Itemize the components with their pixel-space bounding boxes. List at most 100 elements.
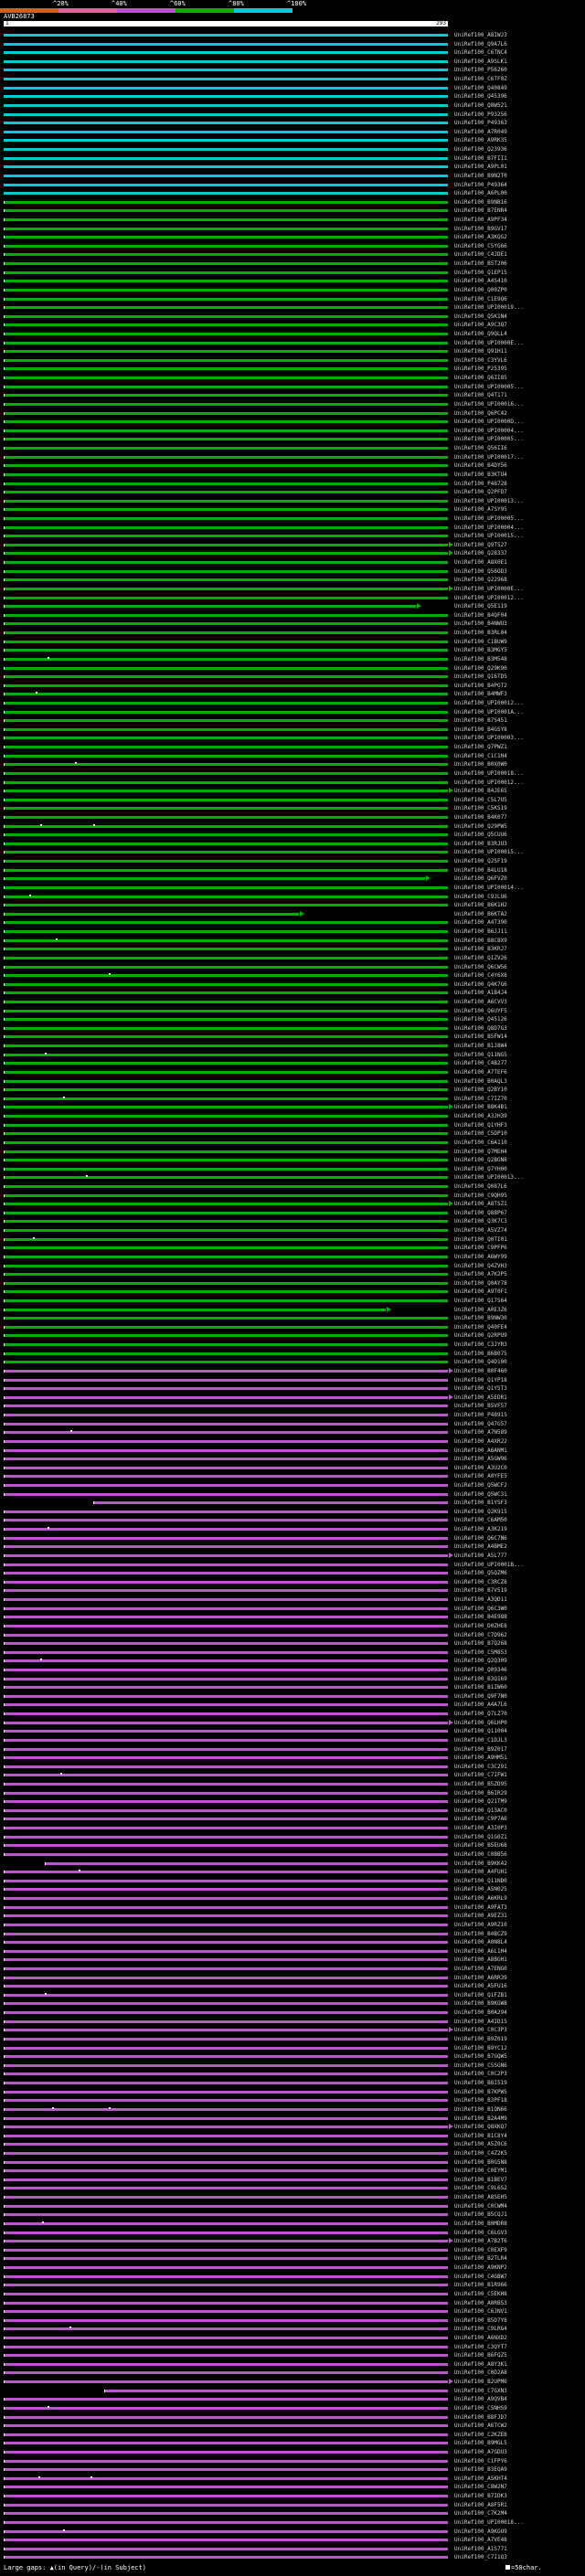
hit-accession-link[interactable]: UniRef100_B6KTA2: [454, 910, 507, 917]
hit-accession-link[interactable]: UniRef100_B4MWF3: [454, 691, 507, 698]
hit-accession-link[interactable]: UniRef100_B3RJU3: [454, 840, 507, 847]
alignment-bar[interactable]: [4, 2301, 448, 2305]
hit-accession-link[interactable]: UniRef100_A7TEF6: [454, 1068, 507, 1076]
alignment-bar[interactable]: [4, 1150, 448, 1153]
alignment-bar[interactable]: [4, 1097, 448, 1100]
alignment-bar[interactable]: [4, 2055, 448, 2059]
alignment-bar[interactable]: [4, 1967, 448, 1970]
alignment-bar[interactable]: [4, 2143, 448, 2147]
alignment-bar[interactable]: [4, 1756, 448, 1760]
alignment-bar[interactable]: [4, 438, 448, 441]
hit-accession-link[interactable]: UniRef100_B4JE65: [454, 788, 507, 795]
alignment-bar[interactable]: [4, 42, 448, 46]
alignment-bar[interactable]: [4, 737, 448, 740]
hit-accession-link[interactable]: UniRef100_Q1ZV26: [454, 954, 507, 961]
hit-accession-link[interactable]: UniRef100_C3C291: [454, 1763, 507, 1770]
hit-accession-link[interactable]: UniRef100_A3QD11: [454, 1596, 507, 1604]
alignment-bar[interactable]: [4, 2424, 448, 2428]
hit-accession-link[interactable]: UniRef100_A8IWJ3: [454, 32, 507, 38]
alignment-bar[interactable]: [4, 746, 448, 749]
hit-accession-link[interactable]: UniRef100_C3YVL6: [454, 356, 507, 364]
hit-accession-link[interactable]: UniRef100_UPI00017...: [454, 453, 524, 461]
hit-accession-link[interactable]: UniRef100_C4Y6X8: [454, 972, 507, 980]
alignment-bar[interactable]: [4, 1844, 448, 1848]
hit-accession-link[interactable]: UniRef100_B9Z019: [454, 2035, 507, 2042]
hit-accession-link[interactable]: UniRef100_A9C3Q7: [454, 322, 507, 329]
alignment-bar[interactable]: [4, 183, 448, 186]
hit-accession-link[interactable]: UniRef100_P48728: [454, 480, 507, 487]
alignment-bar[interactable]: [4, 771, 448, 775]
alignment-bar[interactable]: [4, 2063, 448, 2067]
alignment-bar[interactable]: [4, 2520, 448, 2524]
hit-accession-link[interactable]: UniRef100_Q11ND0: [454, 1877, 507, 1884]
hit-accession-link[interactable]: UniRef100_C7IFW1: [454, 1772, 507, 1779]
hit-accession-link[interactable]: UniRef100_Q1YHF3: [454, 1121, 507, 1129]
alignment-bar[interactable]: [4, 34, 448, 37]
hit-accession-link[interactable]: UniRef100_B0MDR8: [454, 2220, 507, 2227]
alignment-bar[interactable]: [4, 719, 448, 723]
alignment-bar[interactable]: [4, 2257, 448, 2261]
hit-accession-link[interactable]: UniRef100_Q0AY78: [454, 1279, 507, 1287]
alignment-bar[interactable]: [4, 323, 448, 327]
hit-accession-link[interactable]: UniRef100_Q7PWZ1: [454, 744, 507, 751]
hit-accession-link[interactable]: UniRef100_B6FQZ5: [454, 2352, 507, 2359]
hit-accession-link[interactable]: UniRef100_A5KHT4: [454, 2475, 507, 2482]
hit-accession-link[interactable]: UniRef100_A9T0F1: [454, 1288, 507, 1296]
alignment-bar[interactable]: [4, 1738, 448, 1742]
alignment-bar[interactable]: [4, 1325, 448, 1329]
alignment-bar[interactable]: [4, 649, 448, 652]
hit-accession-link[interactable]: UniRef100_C1BUW9: [454, 638, 507, 645]
hit-accession-link[interactable]: UniRef100_A8F5R1: [454, 2501, 507, 2508]
alignment-bar[interactable]: [4, 1897, 448, 1901]
alignment-bar[interactable]: [4, 1914, 448, 1918]
alignment-bar[interactable]: [4, 350, 448, 354]
alignment-bar[interactable]: [4, 2002, 448, 2006]
hit-accession-link[interactable]: UniRef100_C9LRG4: [454, 2326, 507, 2333]
alignment-bar[interactable]: [4, 1563, 448, 1566]
alignment-bar[interactable]: [4, 2336, 448, 2339]
hit-accession-link[interactable]: UniRef100_Q7MEH4: [454, 1148, 507, 1155]
hit-accession-link[interactable]: UniRef100_B1C8Y4: [454, 2132, 507, 2139]
alignment-bar[interactable]: [4, 2318, 448, 2322]
hit-accession-link[interactable]: UniRef100_Q8D7G3: [454, 1024, 507, 1032]
hit-accession-link[interactable]: UniRef100_B8I519: [454, 2080, 507, 2087]
hit-accession-link[interactable]: UniRef100_C1DJL3: [454, 1736, 507, 1744]
hit-accession-link[interactable]: UniRef100_B2A4M9: [454, 2115, 507, 2122]
hit-accession-link[interactable]: UniRef100_B7S451: [454, 717, 507, 725]
alignment-bar[interactable]: [4, 807, 448, 811]
alignment-bar[interactable]: [4, 1237, 448, 1241]
alignment-bar[interactable]: [4, 306, 448, 310]
hit-accession-link[interactable]: UniRef100_C5L7U5: [454, 796, 507, 803]
alignment-bar[interactable]: [4, 974, 448, 978]
hit-accession-link[interactable]: UniRef100_C6A110: [454, 1139, 507, 1146]
hit-accession-link[interactable]: UniRef100_B3Q169: [454, 1675, 507, 1682]
alignment-bar[interactable]: [4, 1387, 448, 1391]
hit-accession-link[interactable]: UniRef100_Q6UYF5: [454, 1007, 507, 1014]
alignment-bar[interactable]: [4, 1466, 448, 1469]
hit-accession-link[interactable]: UniRef100_A9RZ10: [454, 1921, 507, 1928]
alignment-bar[interactable]: [4, 2196, 448, 2200]
hit-accession-link[interactable]: UniRef100_P25395: [454, 366, 507, 373]
alignment-bar[interactable]: [4, 1932, 448, 1935]
alignment-bar[interactable]: [4, 1852, 448, 1856]
alignment-bar[interactable]: [4, 2213, 448, 2217]
alignment-bar[interactable]: [4, 78, 448, 81]
hit-accession-link[interactable]: UniRef100_P49363: [454, 120, 507, 127]
alignment-bar[interactable]: [4, 262, 448, 266]
hit-accession-link[interactable]: UniRef100_UPI00005...: [454, 515, 524, 522]
hit-accession-link[interactable]: UniRef100_B5T206: [454, 260, 507, 268]
hit-accession-link[interactable]: UniRef100_UPI00004...: [454, 524, 524, 531]
alignment-bar[interactable]: [4, 95, 448, 99]
alignment-bar[interactable]: [4, 1220, 448, 1224]
hit-accession-link[interactable]: UniRef100_Q1FZB1: [454, 1991, 507, 1998]
alignment-bar[interactable]: [4, 1650, 448, 1654]
alignment-bar[interactable]: [4, 2134, 448, 2137]
alignment-bar[interactable]: [4, 868, 448, 872]
hit-accession-link[interactable]: UniRef100_P56260: [454, 67, 507, 74]
hit-accession-link[interactable]: UniRef100_Q40849: [454, 84, 507, 91]
alignment-bar[interactable]: [4, 710, 448, 714]
alignment-bar[interactable]: [4, 1026, 448, 1030]
hit-accession-link[interactable]: UniRef100_B1R966: [454, 2282, 507, 2289]
hit-accession-link[interactable]: UniRef100_A6ANM1: [454, 1447, 507, 1454]
hit-accession-link[interactable]: UniRef100_Q45396: [454, 93, 507, 101]
